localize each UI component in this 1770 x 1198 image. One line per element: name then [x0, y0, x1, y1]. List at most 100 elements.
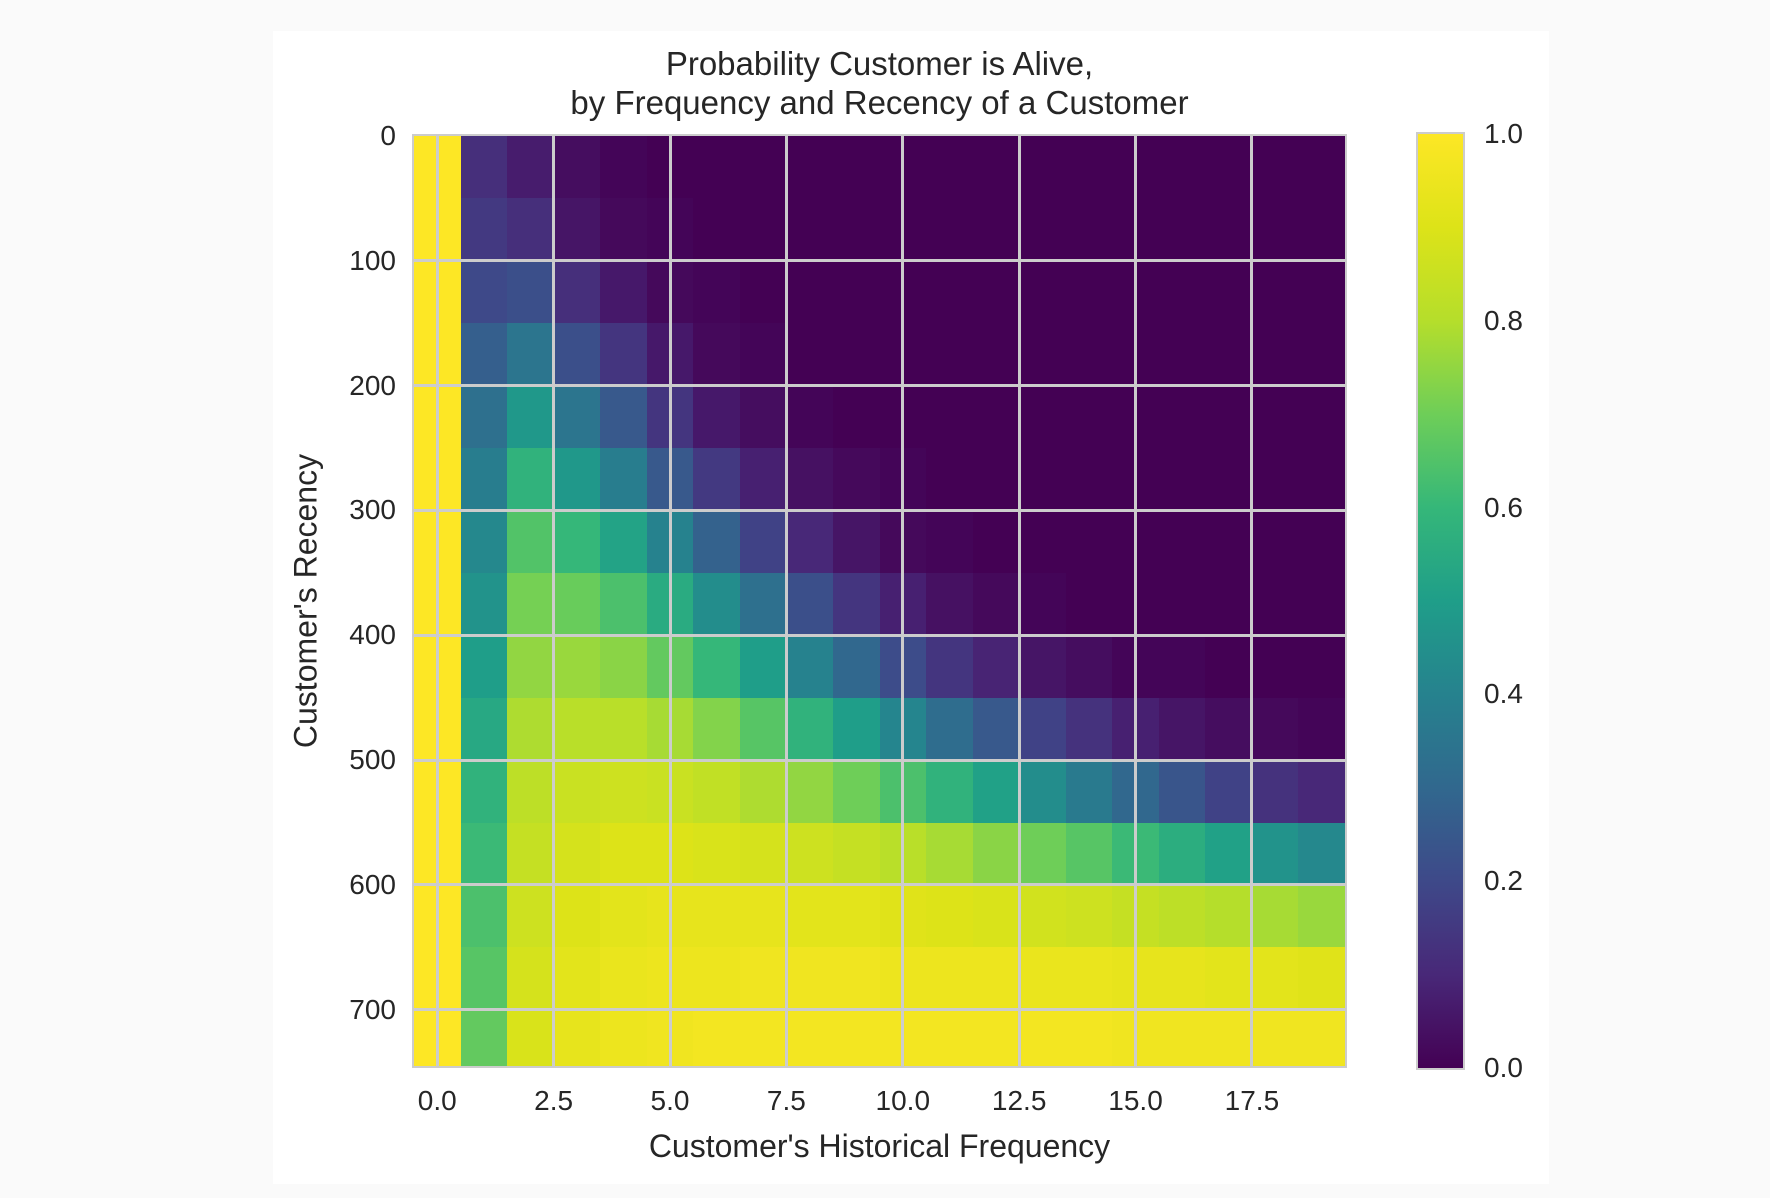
y-tick-label: 0: [380, 120, 396, 151]
heatmap-cell: [739, 260, 787, 324]
heatmap-cell: [1065, 884, 1113, 948]
heatmap-cell: [1298, 947, 1345, 1011]
heatmap-cell: [786, 947, 834, 1011]
grid-line-vertical: [1134, 136, 1138, 1066]
grid-line-vertical: [784, 136, 788, 1066]
heatmap-cell: [832, 822, 880, 886]
heatmap-cell: [553, 635, 601, 699]
heatmap-cell: [786, 510, 834, 574]
heatmap-cell: [1065, 385, 1113, 449]
chart-title: Probability Customer is Alive, by Freque…: [412, 44, 1347, 122]
heatmap-cell: [1019, 448, 1067, 511]
heatmap-cell: [600, 947, 648, 1011]
grid-line-vertical: [1017, 136, 1021, 1066]
heatmap-cell: [600, 323, 648, 387]
heatmap-cell: [972, 884, 1020, 948]
heatmap-cell: [832, 760, 880, 824]
heatmap-cell: [460, 198, 508, 262]
heatmap-cell: [832, 385, 880, 449]
heatmap-cell: [926, 323, 974, 387]
heatmap-cell: [1158, 1009, 1206, 1066]
grid-line-horizontal: [414, 508, 1345, 512]
heatmap-cell: [786, 1009, 834, 1066]
heatmap-cell: [553, 822, 601, 886]
heatmap-cell: [739, 884, 787, 948]
heatmap-cell: [600, 260, 648, 324]
heatmap-cell: [786, 448, 834, 511]
heatmap-cell: [1298, 260, 1345, 324]
x-tick-label: 12.5: [991, 1085, 1047, 1116]
heatmap-cell: [832, 448, 880, 511]
colorbar-tick-label: 0.2: [1484, 865, 1523, 897]
x-axis-label: Customer's Historical Frequency: [648, 1128, 1111, 1164]
heatmap-cell: [1251, 136, 1299, 199]
heatmap-cell: [507, 136, 555, 199]
heatmap-cell: [972, 198, 1020, 262]
grid-line-horizontal: [414, 384, 1345, 388]
heatmap-cell: [926, 697, 974, 761]
heatmap-cell: [1065, 198, 1113, 262]
heatmap-cell: [1205, 136, 1253, 199]
heatmap-cell: [1019, 697, 1067, 761]
heatmap-cell: [786, 635, 834, 699]
heatmap-cell: [600, 198, 648, 262]
heatmap-cell: [786, 572, 834, 636]
grid-line-vertical: [435, 136, 439, 1066]
heatmap-cell: [460, 697, 508, 761]
heatmap-cell: [926, 198, 974, 262]
heatmap-cell: [1205, 323, 1253, 387]
heatmap-cell: [832, 260, 880, 324]
heatmap-cell: [1065, 822, 1113, 886]
heatmap-cell: [1205, 1009, 1253, 1066]
heatmap-cell: [460, 635, 508, 699]
x-tick-label: 5.0: [650, 1085, 690, 1116]
heatmap-cell: [1019, 510, 1067, 574]
heatmap-cell: [693, 822, 741, 886]
heatmap-cell: [972, 822, 1020, 886]
heatmap-cell: [926, 822, 974, 886]
heatmap-cell: [693, 510, 741, 574]
heatmap-cell: [553, 697, 601, 761]
heatmap-cell: [1158, 260, 1206, 324]
y-tick-label: 600: [349, 868, 396, 900]
heatmap-cell: [1205, 822, 1253, 886]
heatmap-cell: [507, 822, 555, 886]
heatmap-cell: [972, 260, 1020, 324]
heatmap-cell: [1251, 1009, 1299, 1066]
heatmap-cell: [693, 323, 741, 387]
grid-line-horizontal: [414, 758, 1345, 762]
heatmap-cell: [926, 635, 974, 699]
heatmap-cell: [1298, 760, 1345, 824]
heatmap-cell: [507, 572, 555, 636]
heatmap-cell: [972, 572, 1020, 636]
heatmap-cell: [832, 510, 880, 574]
colorbar-tick-label: 0.0: [1484, 1052, 1523, 1083]
grid-line-horizontal: [414, 1008, 1345, 1012]
heatmap-cell: [832, 1009, 880, 1066]
heatmap-cell: [693, 1009, 741, 1066]
heatmap-cell: [972, 1009, 1020, 1066]
heatmap-cell: [460, 572, 508, 636]
heatmap-cell: [553, 448, 601, 511]
heatmap-cell: [1251, 323, 1299, 387]
heatmap-cell: [693, 760, 741, 824]
heatmap-cell: [1158, 884, 1206, 948]
heatmap-cell: [460, 448, 508, 511]
colorbar-tick-label: 1.0: [1484, 118, 1523, 149]
heatmap-cell: [926, 510, 974, 574]
heatmap-cell: [1205, 260, 1253, 324]
heatmap-cell: [1065, 510, 1113, 574]
heatmap-cell: [786, 136, 834, 199]
heatmap-cell: [832, 198, 880, 262]
y-tick-label: 500: [349, 744, 396, 776]
heatmap-cell: [739, 572, 787, 636]
heatmap-cell: [1205, 760, 1253, 824]
heatmap-cell: [507, 323, 555, 387]
y-tick-label: 400: [349, 619, 396, 651]
heatmap-cell: [553, 198, 601, 262]
heatmap-cell: [1158, 635, 1206, 699]
heatmap-cell: [972, 947, 1020, 1011]
heatmap-cell: [553, 323, 601, 387]
heatmap-cell: [739, 947, 787, 1011]
heatmap-cell: [1205, 697, 1253, 761]
